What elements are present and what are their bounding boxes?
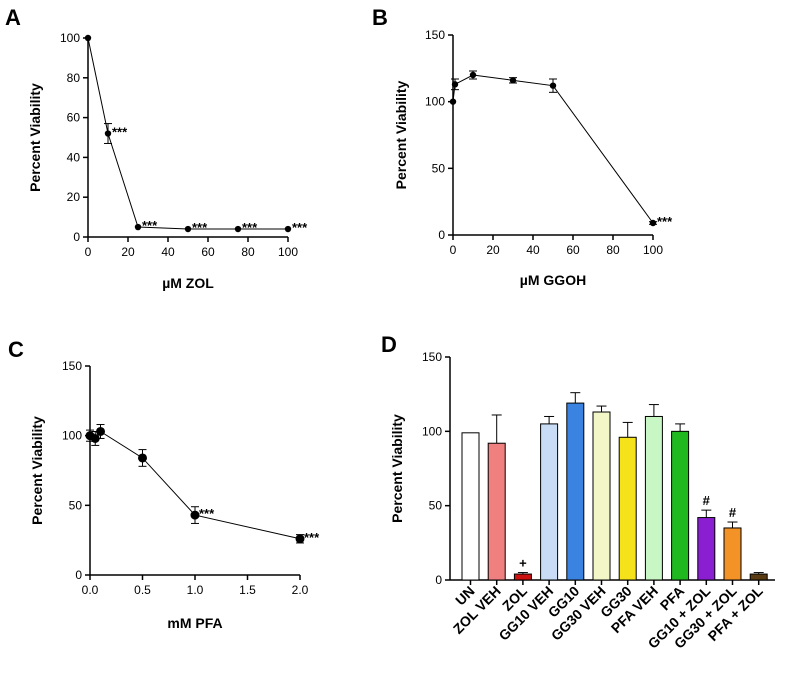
data-point [450, 98, 456, 104]
data-point [138, 453, 147, 462]
significance-label: + [519, 556, 527, 571]
bar [541, 424, 558, 580]
bar [462, 433, 479, 580]
significance-label: *** [112, 125, 128, 140]
series-line [453, 75, 653, 223]
y-axis-title: Percent Viability [27, 83, 43, 192]
data-point [550, 82, 556, 88]
bar [567, 403, 584, 580]
significance-label: *** [199, 506, 215, 521]
x-axis-title: µM GGOH [520, 272, 586, 288]
y-tick-label: 40 [67, 150, 81, 164]
y-tick-label: 60 [67, 111, 81, 125]
x-axis-title: mM PFA [167, 615, 222, 631]
x-axis-title: µM ZOL [162, 275, 214, 291]
x-tick-label: 2.0 [292, 583, 309, 597]
panel-label: D [381, 332, 397, 357]
x-tick-label: 80 [241, 245, 255, 259]
bar [645, 416, 662, 580]
data-point [470, 72, 476, 78]
x-tick-label: 0 [85, 245, 92, 259]
y-tick-label: 50 [69, 498, 83, 512]
panel-c: C 0 50 100 150 0.0 0.5 1.0 1.5 2.0 mM PFA Percent V… [8, 337, 320, 631]
y-tick-label: 150 [425, 28, 445, 42]
bar [672, 431, 689, 580]
y-tick-label: 50 [429, 499, 443, 513]
data-point [135, 224, 141, 230]
x-tick-label: 40 [161, 245, 175, 259]
panel-b: B 0 50 100 150 0 20 40 60 80 100 µM GGOH Percent Via… [372, 5, 673, 288]
y-axis-title: Percent Viability [29, 416, 45, 525]
data-point [650, 220, 656, 226]
x-tick-label: 100 [278, 245, 298, 259]
significance-label: *** [192, 220, 208, 235]
panel-label: C [8, 337, 24, 362]
x-tick-label: 100 [643, 243, 663, 257]
data-point [285, 226, 291, 232]
x-tick-label: 0.0 [82, 583, 99, 597]
x-tick-label: 1.0 [187, 583, 204, 597]
y-tick-label: 20 [67, 190, 81, 204]
significance-label: *** [242, 220, 258, 235]
y-tick-label: 0 [438, 228, 445, 242]
panel-label: B [372, 5, 388, 30]
y-tick-label: 80 [67, 71, 81, 85]
significance-label: *** [657, 214, 673, 229]
significance-label: *** [142, 218, 158, 233]
x-tick-label: 0.5 [134, 583, 151, 597]
bar [724, 528, 741, 580]
y-tick-label: 150 [422, 350, 442, 364]
significance-label: # [729, 505, 737, 520]
y-tick-label: 0 [75, 568, 82, 582]
y-tick-label: 100 [425, 95, 445, 109]
y-axis-title: Percent Viability [389, 414, 405, 523]
panel-a: A 0 20 40 60 80 100 0 20 40 60 80 100 µM ZOL Percent V… [5, 5, 308, 291]
x-tick-label: 40 [526, 243, 540, 257]
data-point [96, 427, 105, 436]
x-tick-label: 60 [566, 243, 580, 257]
figure-canvas: A 0 20 40 60 80 100 0 20 40 60 80 100 µM ZOL Percent V… [0, 0, 785, 677]
data-point [185, 226, 191, 232]
x-tick-label: 80 [606, 243, 620, 257]
x-tick-label: 60 [201, 245, 215, 259]
y-tick-label: 100 [422, 424, 442, 438]
significance-label: *** [292, 220, 308, 235]
x-tick-label: 0 [450, 243, 457, 257]
bar [698, 518, 715, 580]
data-point [452, 81, 458, 87]
bar [619, 437, 636, 580]
panel-label: A [5, 5, 21, 30]
x-tick-label: 20 [121, 245, 135, 259]
data-point [85, 35, 91, 41]
y-tick-label: 150 [62, 359, 82, 373]
y-tick-label: 0 [73, 230, 80, 244]
y-axis-title: Percent Viability [393, 80, 409, 189]
bar [514, 574, 531, 580]
y-tick-label: 100 [62, 429, 82, 443]
x-tick-label: 1.5 [239, 583, 256, 597]
bar [488, 443, 505, 580]
bar [750, 574, 767, 580]
significance-label: # [703, 493, 711, 508]
data-point [105, 130, 111, 136]
bar [593, 412, 610, 580]
significance-label: *** [304, 530, 320, 545]
x-tick-label: 20 [486, 243, 500, 257]
y-tick-label: 100 [60, 31, 80, 45]
data-point [235, 226, 241, 232]
y-tick-label: 50 [432, 161, 446, 175]
data-point [510, 77, 516, 83]
y-tick-label: 0 [435, 573, 442, 587]
